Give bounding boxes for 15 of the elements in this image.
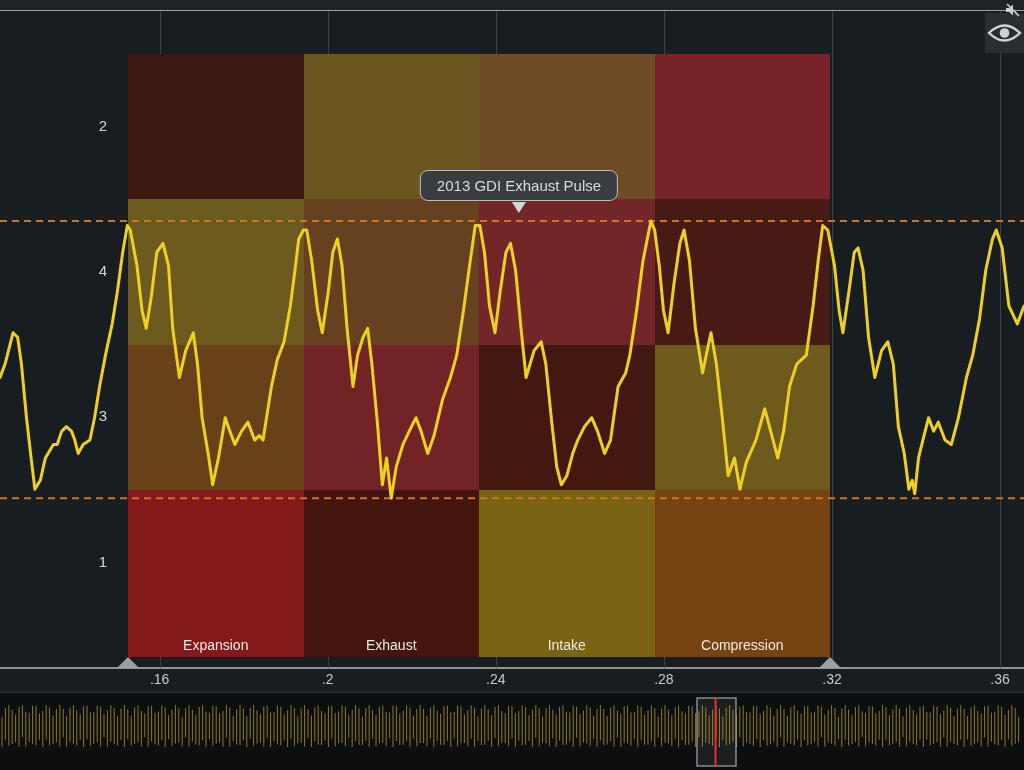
category-label: 4 xyxy=(98,262,107,280)
category-label: 1 xyxy=(98,552,107,570)
x-tick-label: .36 xyxy=(990,671,1010,688)
chart-title: 2013 GDI Exhaust Pulse xyxy=(419,170,619,201)
category-label: 3 xyxy=(98,407,107,425)
category-label: Expansion xyxy=(183,637,249,654)
x-tick-label: .32 xyxy=(822,671,842,688)
x-tick-label: .2 xyxy=(321,671,334,688)
x-tick-label: .28 xyxy=(654,671,674,688)
category-label: Intake xyxy=(547,637,587,654)
category-label: Exhaust xyxy=(365,637,417,654)
x-tick-label: .24 xyxy=(486,671,506,688)
x-tick-label: .16 xyxy=(149,671,170,688)
category-label: Compression xyxy=(701,637,784,654)
category-label: 2 xyxy=(98,116,107,134)
